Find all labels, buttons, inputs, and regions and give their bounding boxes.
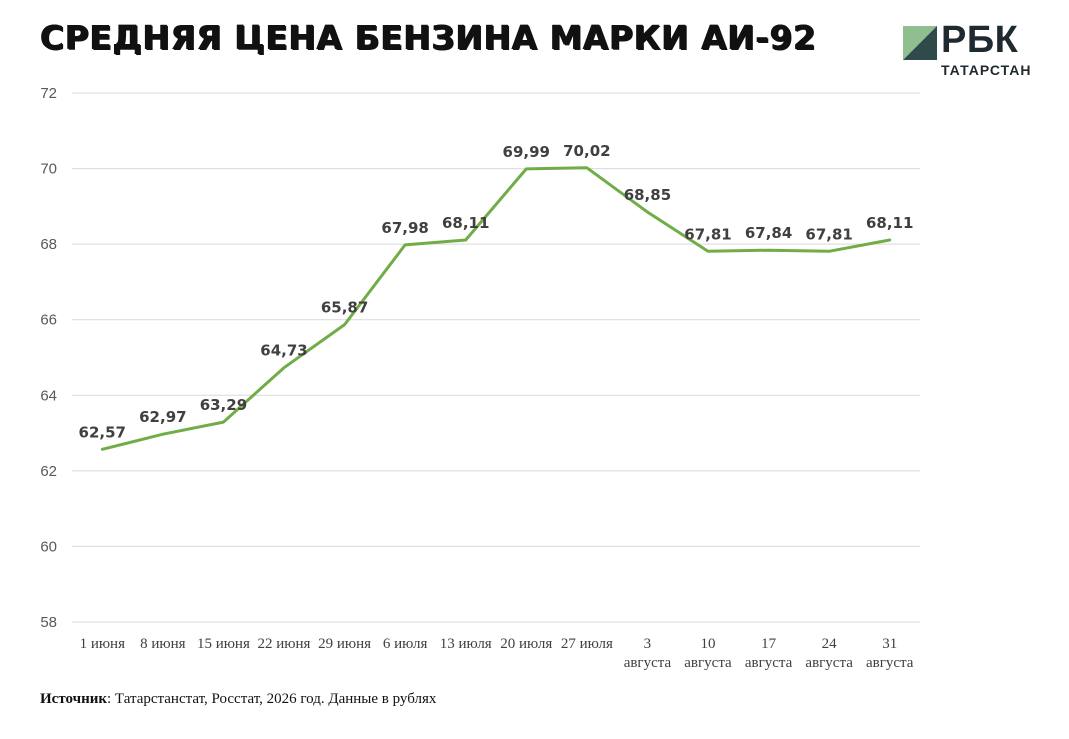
logo-mark-dark-triangle: [903, 26, 937, 60]
data-label: 69,99: [503, 143, 550, 161]
x-tick-line: августа: [624, 655, 672, 671]
y-tick-label: 72: [40, 85, 57, 102]
x-tick-line: 29 июня: [318, 636, 371, 652]
x-tick-line: 20 июля: [500, 636, 552, 652]
x-tick-line: 3: [644, 636, 652, 652]
data-label: 67,98: [381, 219, 428, 237]
x-tick-line: 13 июля: [440, 636, 492, 652]
x-tick-label: 15 июня: [197, 636, 250, 652]
x-tick-label: 22 июня: [258, 636, 311, 652]
data-label: 70,02: [563, 142, 610, 160]
x-tick-line: 24: [822, 636, 838, 652]
x-tick-label: 24 августа: [805, 636, 853, 671]
data-label: 62,57: [79, 423, 126, 441]
x-axis-ticks: 1 июня 8 июня 15 июня 22 июня 29 июня 6 июля 1…: [80, 636, 914, 671]
x-tick-line: 31: [882, 636, 897, 652]
data-label: 62,97: [139, 408, 186, 426]
x-tick-label: 13 июля: [440, 636, 492, 652]
y-tick-label: 60: [40, 538, 57, 555]
data-label: 64,73: [260, 342, 307, 360]
x-tick-label: 1 июня: [80, 636, 126, 652]
chart-title: СРЕДНЯЯ ЦЕНА БЕНЗИНА МАРКИ АИ-92: [40, 18, 817, 57]
x-tick-line: 1 июня: [80, 636, 126, 652]
x-tick-label: 6 июля: [383, 636, 428, 652]
data-label: 68,11: [442, 214, 489, 232]
x-tick-label: 31 августа: [866, 636, 914, 671]
source-note: Источник: Татарстанстат, Росстат, 2026 г…: [40, 691, 436, 708]
y-tick-label: 66: [40, 312, 57, 329]
y-tick-label: 64: [40, 387, 57, 404]
y-tick-label: 58: [40, 614, 57, 631]
x-tick-line: 8 июня: [140, 636, 186, 652]
x-tick-line: августа: [805, 655, 853, 671]
data-label: 67,81: [684, 225, 731, 243]
x-tick-label: 27 июля: [561, 636, 613, 652]
x-tick-line: 17: [761, 636, 777, 652]
data-label: 67,81: [805, 225, 852, 243]
rbc-logo-mark-icon: [903, 26, 937, 60]
data-label: 67,84: [745, 224, 792, 242]
rbc-logo: РБК ТАТАРСТАН: [903, 19, 1043, 80]
x-tick-line: августа: [684, 655, 732, 671]
x-tick-line: 15 июня: [197, 636, 250, 652]
data-label: 68,11: [866, 214, 913, 232]
x-tick-line: 27 июля: [561, 636, 613, 652]
data-labels: 62,57 62,97 63,29 64,73 65,87 67,98 68,11 69,99…: [79, 142, 914, 442]
x-tick-line: августа: [866, 655, 914, 671]
source-label: Источник: [40, 691, 107, 707]
series-line: [100, 166, 892, 451]
y-tick-label: 68: [40, 236, 57, 253]
x-tick-line: августа: [745, 655, 793, 671]
x-tick-line: 22 июня: [258, 636, 311, 652]
y-tick-label: 70: [40, 161, 57, 178]
x-tick-line: 10: [701, 636, 716, 652]
source-text: : Татарстанстат, Росстат, 2026 год. Данн…: [107, 691, 437, 707]
y-tick-label: 62: [40, 463, 57, 480]
logo-brand-text: РБК: [941, 19, 1019, 61]
logo-region-text: ТАТАРСТАН: [941, 62, 1032, 78]
y-axis-ticks: 58 60 62 64 66 68 70 72: [40, 85, 57, 631]
x-tick-line: 6 июля: [383, 636, 428, 652]
x-tick-label: 29 июня: [318, 636, 371, 652]
x-tick-label: 17 августа: [745, 636, 793, 671]
x-tick-label: 3 августа: [624, 636, 672, 671]
grid-lines: [72, 92, 920, 623]
x-tick-label: 20 июля: [500, 636, 552, 652]
data-label: 68,85: [624, 186, 671, 204]
data-label: 65,87: [321, 299, 368, 317]
x-tick-label: 8 июня: [140, 636, 186, 652]
data-label: 63,29: [200, 396, 247, 414]
x-tick-label: 10 августа: [684, 636, 732, 671]
